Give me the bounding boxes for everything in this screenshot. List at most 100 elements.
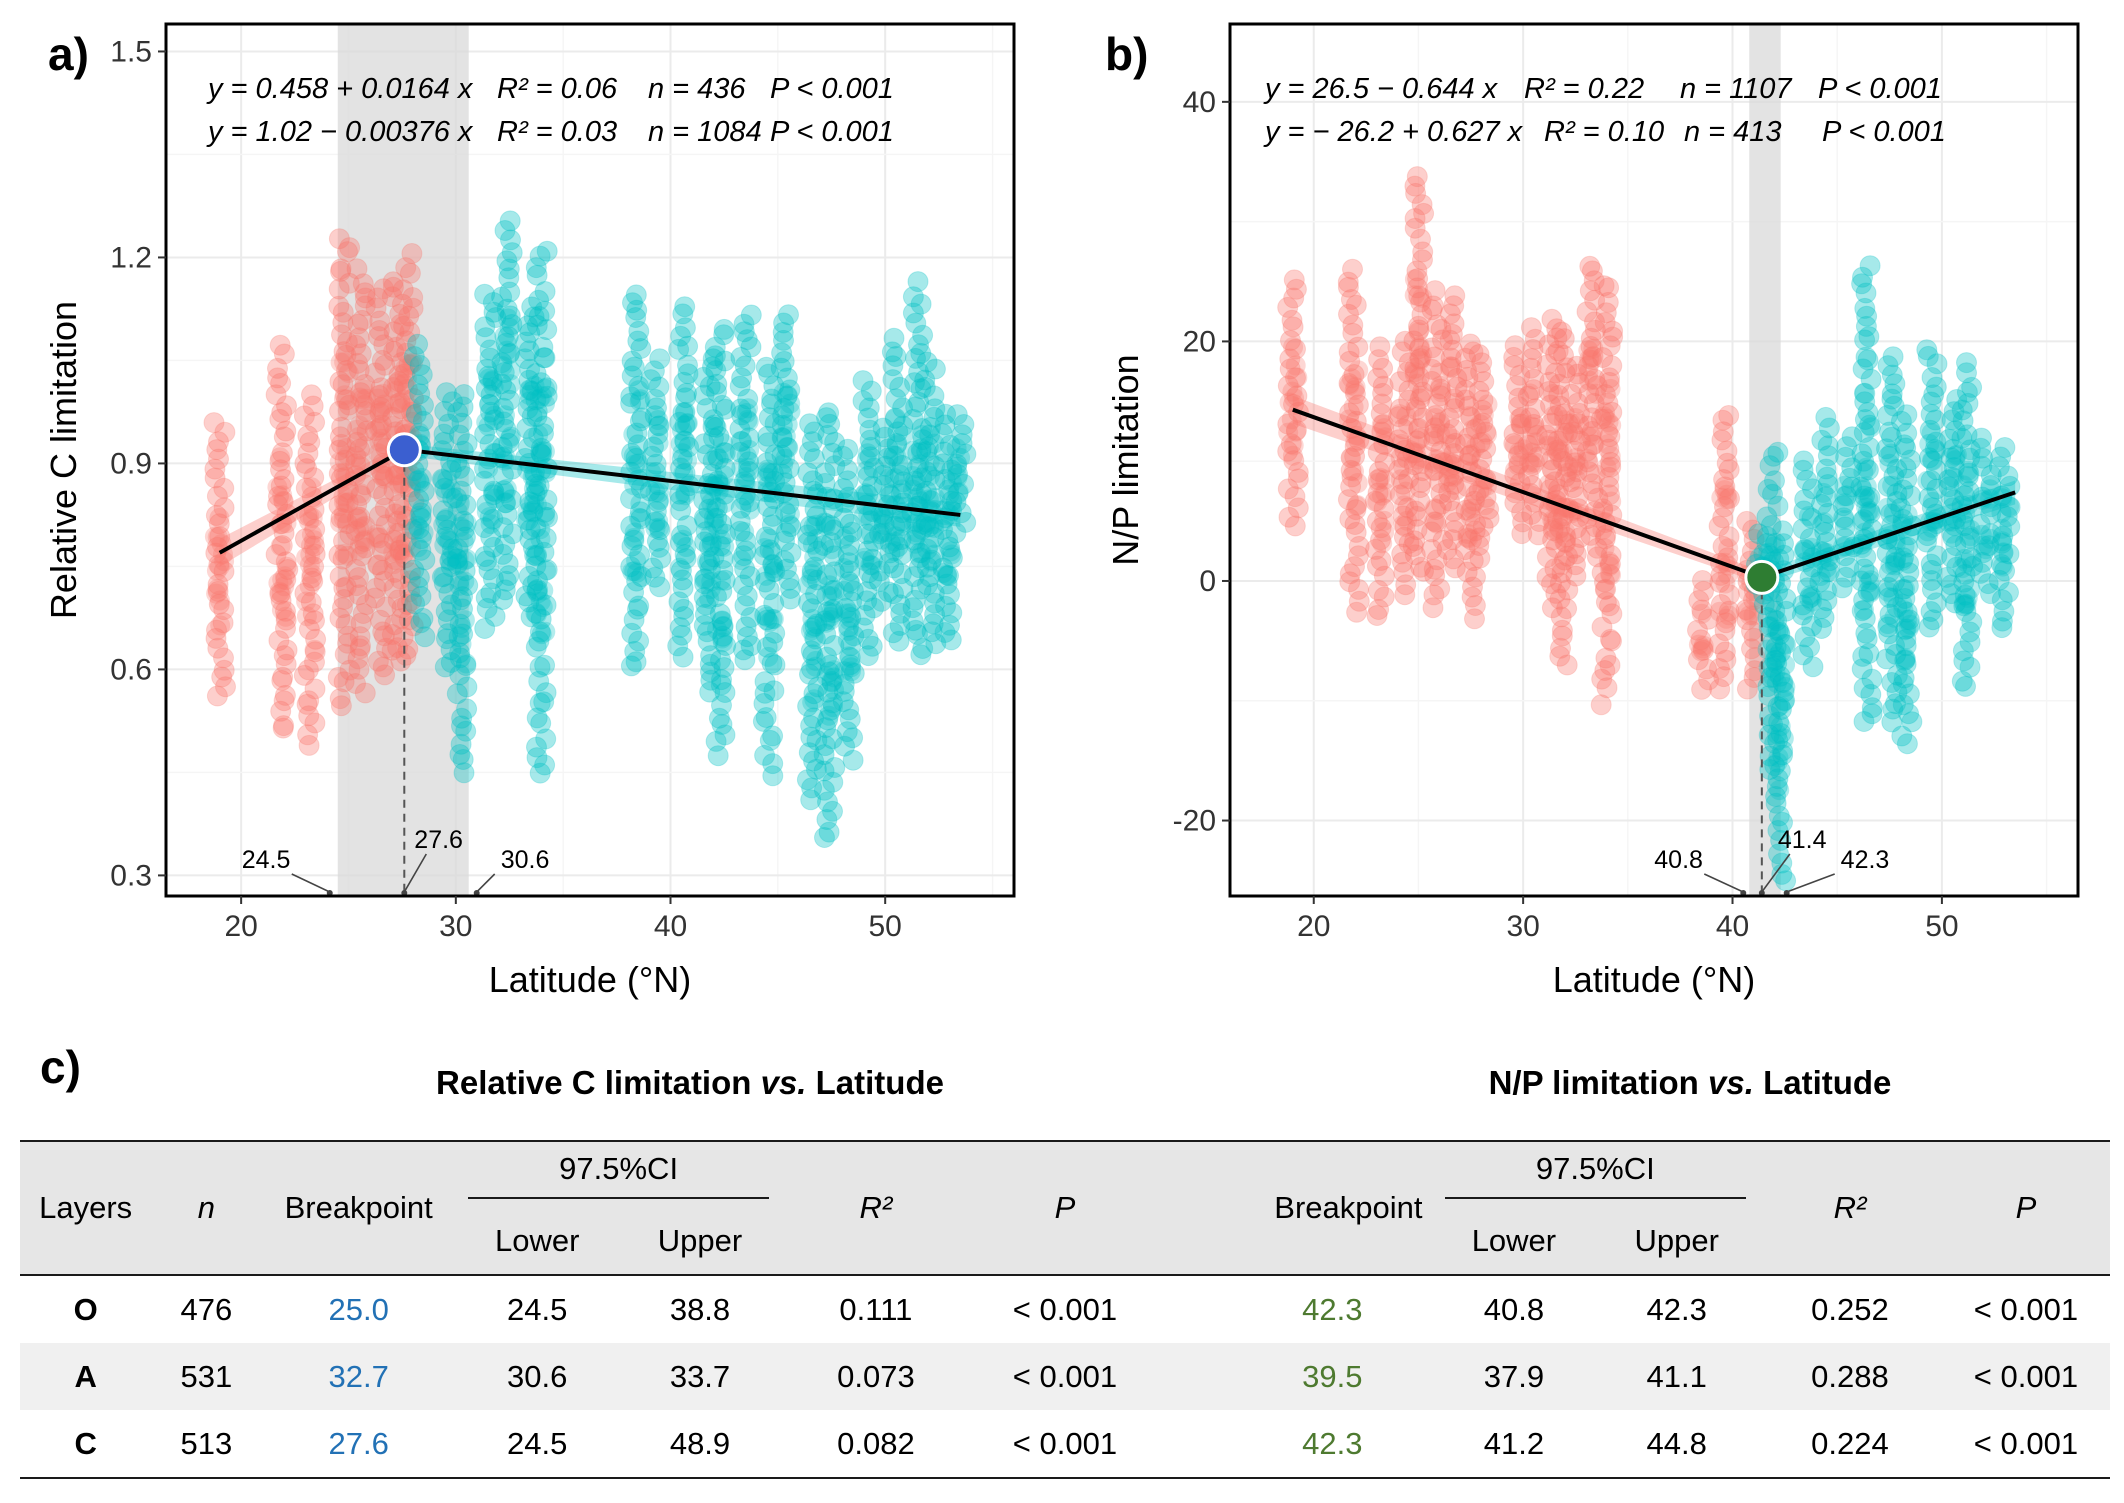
data-point <box>391 351 413 373</box>
data-point <box>381 639 403 661</box>
equation-n: n = 1084 <box>648 116 762 148</box>
data-point <box>398 354 420 376</box>
data-point <box>302 395 324 417</box>
data-point <box>301 477 322 498</box>
data-point <box>669 557 690 578</box>
data-point <box>408 489 430 510</box>
data-point <box>456 676 478 698</box>
equation-text: y = 26.5 − 0.644 x <box>1263 73 1499 105</box>
data-point <box>437 519 458 541</box>
data-point <box>1504 335 1526 357</box>
data-point <box>519 491 541 513</box>
data-point <box>449 457 471 479</box>
data-point <box>206 583 227 604</box>
data-point <box>387 637 409 659</box>
data-point <box>368 384 390 406</box>
data-point <box>1404 269 1425 290</box>
x-tick-label: 30 <box>1506 910 1539 943</box>
data-point <box>389 568 411 590</box>
data-point <box>712 632 733 653</box>
data-point <box>491 373 512 395</box>
data-point <box>374 394 394 415</box>
data-point <box>270 590 292 612</box>
data-point <box>648 432 669 453</box>
data-point <box>1768 747 1789 768</box>
data-point <box>519 391 540 412</box>
data-point <box>499 210 521 232</box>
data-point <box>271 535 293 556</box>
data-point <box>400 562 421 584</box>
data-point <box>936 564 957 585</box>
data-point <box>339 524 361 545</box>
data-point <box>366 478 388 500</box>
data-point <box>213 647 234 669</box>
data-point <box>485 488 505 509</box>
data-point <box>355 515 376 536</box>
data-point <box>497 326 519 347</box>
data-point <box>535 393 555 414</box>
data-point <box>525 389 547 411</box>
data-point <box>447 501 468 522</box>
data-point <box>332 301 354 323</box>
data-point <box>1347 495 1368 515</box>
data-point <box>406 470 427 491</box>
data-point <box>496 298 518 320</box>
data-point <box>432 469 453 490</box>
data-point <box>433 566 454 587</box>
table-title-np-vs: vs. <box>1708 1064 1754 1101</box>
data-point <box>368 418 389 438</box>
table-row: C 513 27.6 24.5 48.9 0.082 < 0.001 42.3 … <box>20 1410 2110 1479</box>
data-point <box>389 303 411 325</box>
data-point <box>374 468 395 489</box>
data-point <box>269 408 291 430</box>
data-point <box>208 448 229 470</box>
header-layers: Layers <box>20 1140 152 1275</box>
data-point <box>623 609 645 631</box>
data-point <box>372 401 393 422</box>
data-point <box>440 459 462 481</box>
data-point <box>337 492 359 514</box>
data-point <box>391 597 413 619</box>
data-point <box>498 432 520 454</box>
data-point <box>623 445 644 466</box>
data-point <box>273 491 294 512</box>
data-point <box>492 397 514 419</box>
x-tick-label: 40 <box>1716 910 1749 943</box>
data-point <box>392 626 414 648</box>
data-point <box>450 589 472 611</box>
data-point <box>367 650 389 672</box>
data-point <box>519 379 540 400</box>
data-point <box>345 453 367 475</box>
data-point <box>530 608 552 630</box>
data-point <box>337 545 358 566</box>
data-point <box>335 344 357 366</box>
data-point <box>740 304 762 326</box>
x-tick-label: 20 <box>1297 910 1330 943</box>
data-point <box>1896 404 1918 426</box>
data-point <box>475 327 497 349</box>
data-point <box>437 609 459 631</box>
data-point <box>526 494 547 515</box>
data-point <box>373 334 395 356</box>
data-point <box>332 312 354 334</box>
data-point <box>390 535 411 556</box>
cell-layer: C <box>20 1410 152 1479</box>
data-point <box>385 465 405 486</box>
data-point <box>491 286 513 308</box>
data-point <box>670 433 691 454</box>
data-point <box>528 289 550 311</box>
data-point <box>332 548 354 570</box>
data-point <box>207 527 228 548</box>
data-point <box>334 543 355 564</box>
data-point <box>907 271 929 293</box>
data-point <box>354 287 376 309</box>
data-point <box>840 661 861 682</box>
data-point <box>412 410 434 432</box>
data-point <box>1367 491 1388 512</box>
header-np-ci: 97.5%CI <box>1432 1140 1759 1208</box>
data-point <box>474 517 495 539</box>
data-point <box>435 601 457 622</box>
data-point <box>299 431 321 453</box>
data-point <box>302 570 324 592</box>
data-point <box>536 319 558 341</box>
